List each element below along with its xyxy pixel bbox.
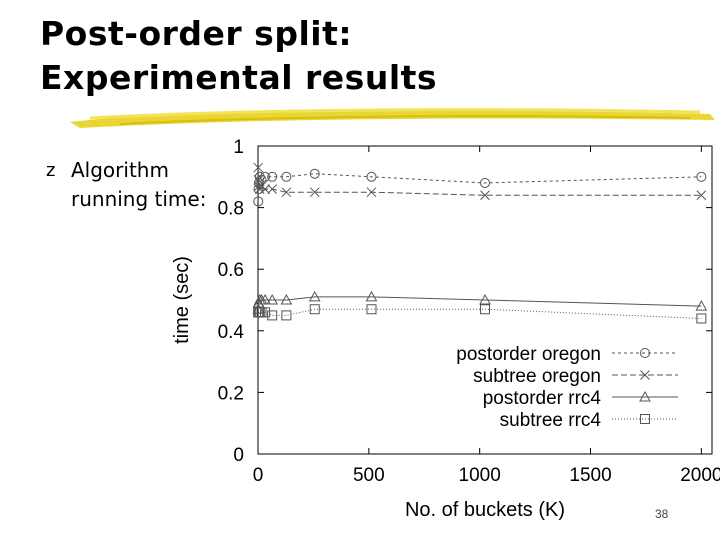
x-tick-label: 500: [353, 465, 385, 486]
legend-label: postorder oregon: [456, 344, 601, 365]
title-line-2: Experimental results: [40, 58, 438, 97]
x-axis-label: No. of buckets (K): [405, 499, 565, 521]
series-line: [258, 308, 702, 319]
data-point: [253, 184, 264, 195]
data-point: [281, 171, 292, 182]
x-tick-label: 0: [253, 465, 264, 486]
data-point: [308, 290, 321, 302]
page-number: 38: [655, 507, 669, 521]
data-point: [259, 293, 271, 305]
data-point: [366, 304, 377, 315]
data-point: [267, 171, 278, 182]
legend-marker: [639, 390, 651, 402]
legend-label: subtree oregon: [473, 366, 601, 387]
series-line: [257, 296, 702, 310]
title-underline-stroke: [70, 108, 715, 128]
data-point: [260, 184, 270, 194]
series-subtree-oregon: [253, 162, 707, 201]
y-tick-label: 0.4: [218, 322, 245, 343]
data-point: [696, 313, 707, 324]
data-point: [696, 171, 707, 182]
data-point: [254, 181, 264, 191]
legend-marker: [640, 414, 650, 424]
y-tick-label: 0: [233, 445, 244, 466]
y-tick-label: 0.2: [218, 383, 244, 404]
y-tick-label: 1: [233, 137, 244, 158]
data-point: [281, 310, 292, 321]
data-point: [695, 300, 708, 311]
data-point: [256, 174, 267, 185]
data-point: [480, 304, 490, 315]
data-point: [480, 177, 490, 188]
x-tick-label: 1500: [569, 465, 611, 486]
data-point: [253, 196, 264, 207]
data-point: [281, 187, 292, 198]
data-point: [479, 293, 491, 305]
y-tick-label: 0.6: [218, 260, 244, 281]
data-point: [266, 293, 279, 305]
series-line: [257, 173, 702, 202]
data-point: [267, 184, 278, 194]
y-axis-label: time (sec): [171, 256, 193, 344]
legend-label: subtree rrc4: [500, 410, 602, 431]
data-point: [267, 310, 278, 321]
data-point: [366, 171, 377, 182]
data-point: [365, 290, 378, 302]
data-point: [280, 293, 293, 305]
series-line: [257, 167, 702, 196]
legend-label: postorder rrc4: [483, 388, 602, 409]
data-point: [480, 190, 490, 201]
data-point: [696, 190, 707, 201]
slide-title: Post-order split: Experimental results: [40, 12, 437, 100]
bullet-text: Algorithm running time:: [71, 158, 207, 211]
data-point: [260, 307, 271, 318]
legend-marker: [640, 348, 650, 358]
y-tick-label: 0.8: [218, 199, 244, 220]
bullet-marker: z: [46, 160, 56, 181]
title-line-1: Post-order split:: [40, 14, 353, 53]
legend-marker: [640, 370, 650, 380]
data-point: [366, 187, 377, 198]
data-point: [253, 162, 264, 173]
series-postorder-rrc4: [252, 290, 708, 314]
data-point: [309, 187, 320, 198]
data-point: [260, 171, 271, 182]
data-point: [309, 168, 320, 179]
x-tick-label: 1000: [459, 465, 501, 486]
series-subtree-rrc4: [253, 304, 707, 324]
series-postorder-oregon: [253, 168, 707, 207]
data-point: [309, 304, 320, 315]
x-tick-label: 2000: [680, 465, 720, 486]
